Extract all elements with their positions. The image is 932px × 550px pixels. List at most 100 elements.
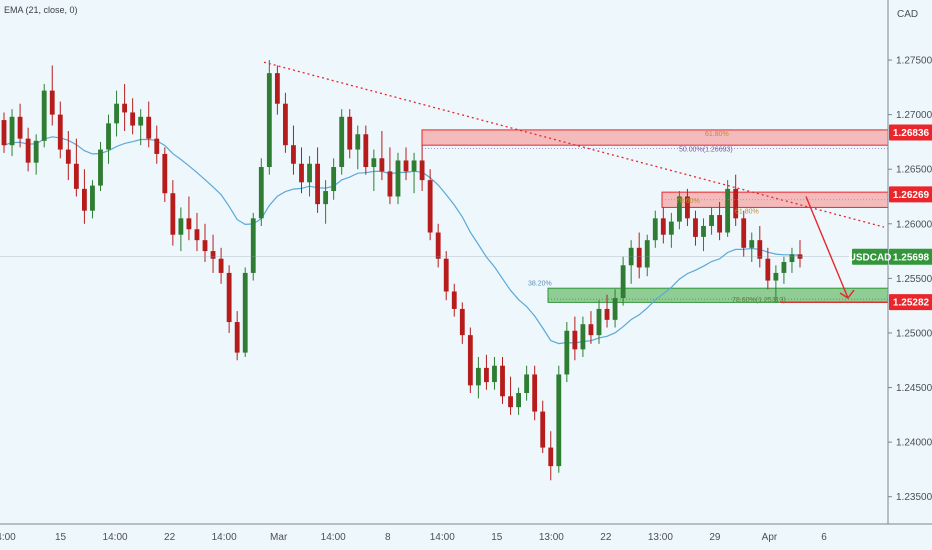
candle-body <box>717 215 723 233</box>
candle-body <box>49 90 55 115</box>
price-tick-label: 1.27000 <box>896 110 932 121</box>
candle-body <box>693 218 698 237</box>
candle-body <box>395 160 401 197</box>
fib-label-786-top: 78.60% <box>676 198 700 205</box>
candle-body <box>572 330 578 350</box>
price-badge-current-bg <box>889 248 932 265</box>
candle-body <box>612 298 618 320</box>
price-tick-label: 1.24000 <box>896 438 932 449</box>
candle-body <box>508 396 513 408</box>
candles <box>1 60 803 481</box>
candle-body <box>467 335 473 386</box>
candle-body <box>331 167 337 192</box>
candle-body <box>652 218 658 241</box>
time-tick-label: 13:00 <box>648 532 673 543</box>
candle-body <box>435 232 441 259</box>
ema-line-group <box>3 136 801 345</box>
candle-body <box>524 374 530 393</box>
candle-body <box>202 240 208 252</box>
candle-body <box>186 218 192 230</box>
candle-body <box>733 188 739 219</box>
candle-body <box>789 254 795 262</box>
time-axis[interactable]: 4:00 15 14:00 22 14:00 Mar 14:00 8 14:00 15 13:00 2… <box>0 532 827 543</box>
time-tick-label: 15 <box>55 532 67 543</box>
time-tick-label: 14:00 <box>430 532 455 543</box>
candle-body <box>516 393 521 408</box>
time-tick-label: 6 <box>821 532 827 543</box>
candle-body <box>701 225 706 237</box>
time-tick-label: 15 <box>491 532 503 543</box>
candle-body <box>33 140 39 163</box>
candle-body <box>106 123 111 150</box>
candle-body <box>194 229 200 241</box>
candle-body <box>146 116 152 139</box>
candle-body <box>644 240 650 268</box>
fib-label-786: 78.60%(1.25313) <box>732 297 786 304</box>
candle-body <box>114 103 119 124</box>
candle-body <box>266 73 272 168</box>
symbol-badge-bg <box>852 248 888 265</box>
candle-body <box>411 160 417 172</box>
candle-body <box>154 138 160 154</box>
fib-label-618: 61.80% <box>735 209 759 216</box>
candle-body <box>307 163 312 183</box>
candle-body <box>636 247 642 268</box>
candle-body <box>427 180 433 233</box>
candle-body <box>122 103 128 113</box>
candle-body <box>443 258 449 292</box>
price-tick-label: 1.25000 <box>896 328 932 339</box>
candle-body <box>283 103 288 146</box>
candle-body <box>355 134 361 150</box>
price-badge-r1-text: 1.26836 <box>893 128 930 139</box>
candle-body <box>548 447 554 467</box>
projection-arrow-shaft <box>805 196 849 299</box>
candle-body <box>73 163 79 189</box>
time-tick-label: 29 <box>709 532 721 543</box>
currency-label: CAD <box>897 9 918 20</box>
candle-body <box>419 160 425 181</box>
price-badge-s1-bg <box>889 294 932 311</box>
time-tick-label: 8 <box>385 532 391 543</box>
candle-body <box>363 134 369 168</box>
candle-body <box>162 153 168 194</box>
annotations: 61.80% 50.00%(1.26693) 78.60% 61.80% 38.20% 7… <box>0 61 888 304</box>
candle-body <box>299 163 304 183</box>
price-tick-label: 1.26000 <box>896 219 932 230</box>
price-tick-label: 1.27500 <box>896 56 932 67</box>
time-tick-label: 14:00 <box>321 532 346 543</box>
symbol-badge-text: USDCAD <box>849 252 892 263</box>
price-badge-s1-text: 1.25282 <box>893 298 930 309</box>
price-axis[interactable]: 1.27500 1.27000 1.26500 1.26000 1.25500 1.250… <box>888 56 932 504</box>
fib-label-50: 50.00%(1.26693) <box>679 146 733 153</box>
candle-body <box>170 193 176 235</box>
candle-body <box>274 73 280 104</box>
fib-label-618-top: 61.80% <box>705 131 729 138</box>
candle-body <box>451 291 457 309</box>
candle-body <box>588 324 594 336</box>
time-tick-label: 4:00 <box>0 532 16 543</box>
fib-label-382: 38.20% <box>528 281 552 288</box>
candle-body <box>741 218 747 248</box>
candle-body <box>765 258 771 281</box>
candle-body <box>17 116 23 139</box>
time-tick-label: 13:00 <box>539 532 564 543</box>
candle-body <box>339 116 345 168</box>
candle-body <box>757 240 763 259</box>
candle-body <box>484 367 489 383</box>
candle-body <box>323 191 329 205</box>
candle-body <box>709 215 714 226</box>
time-tick-label: 14:00 <box>212 532 237 543</box>
candle-body <box>387 171 393 197</box>
candle-body <box>315 163 320 205</box>
price-badge-r1-bg <box>889 124 932 141</box>
candle-body <box>403 160 409 172</box>
candle-body <box>258 167 264 219</box>
indicator-label[interactable]: EMA (21, close, 0) <box>4 5 78 15</box>
ema-line <box>3 136 801 345</box>
candle-body <box>668 221 674 235</box>
candle-body <box>291 145 296 164</box>
price-tick-label: 1.26500 <box>896 165 932 176</box>
